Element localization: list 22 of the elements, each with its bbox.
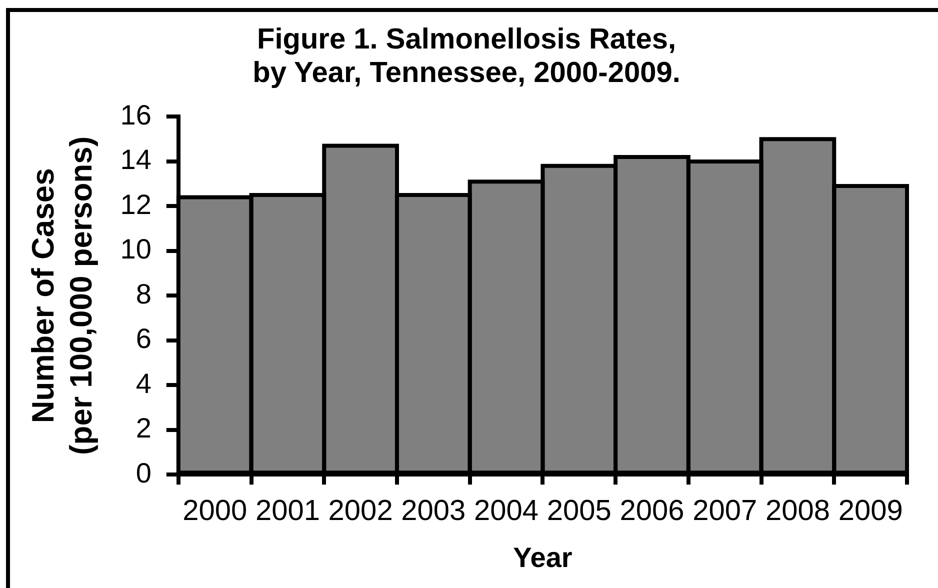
y-tick-label: 2 [136,412,152,444]
x-tick-label: 2006 [620,495,684,527]
y-tick-label: 10 [120,234,152,265]
y-tick-label: 6 [136,323,152,354]
x-tick-label: 2003 [401,495,466,527]
y-axis-title: Number of Cases (per 100,000 persons) [26,136,99,456]
y-tick-label: 12 [120,188,152,220]
y-tick-label: 8 [136,278,152,310]
y-tick-label: 16 [120,99,152,130]
x-tick-label: 2001 [255,495,320,527]
chart-title: Figure 1. Salmonellosis Rates, by Year, Tennessee, 2000-2009. [252,24,680,90]
x-tick-label: 2008 [765,495,830,527]
x-tick-label: 2002 [328,495,393,527]
x-tick-label: 2004 [474,495,539,527]
x-tick-label: 2007 [692,495,758,527]
x-axis-title: Year [513,542,572,573]
x-tick-label: 2005 [546,495,612,527]
y-tick-label: 0 [136,457,152,488]
x-tick-label: 2000 [182,495,248,527]
y-tick-label: 14 [120,144,152,176]
y-tick-label: 4 [136,368,152,399]
x-tick-label: 2009 [838,495,903,527]
